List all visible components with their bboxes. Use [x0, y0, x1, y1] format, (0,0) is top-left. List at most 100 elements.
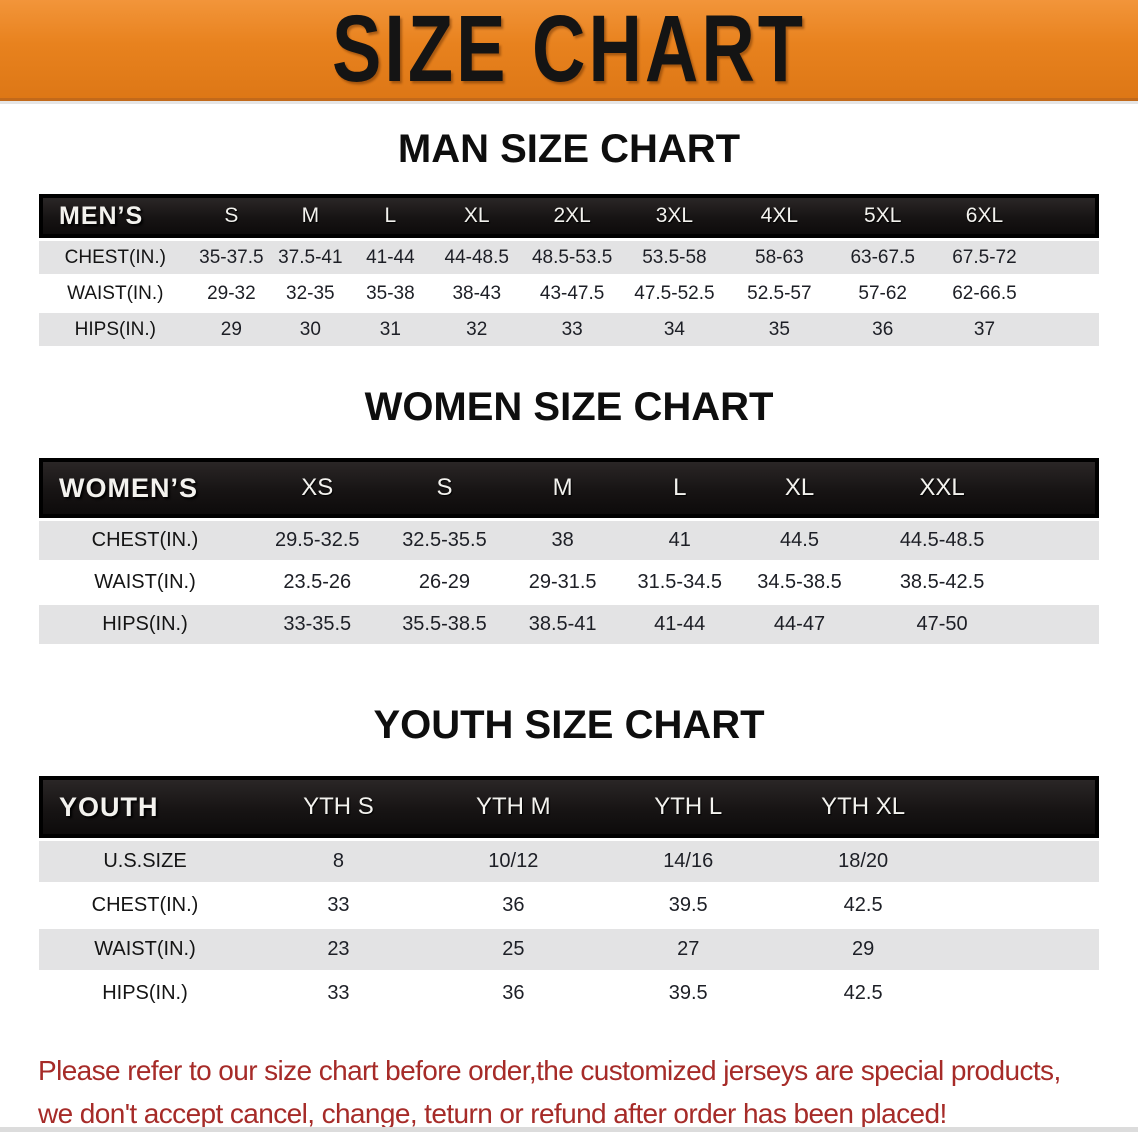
- measurement-value: 25: [425, 929, 601, 970]
- size-column-header: S: [191, 194, 272, 238]
- man-size-chart-title: MAN SIZE CHART: [397, 127, 741, 171]
- measurement-value: 52.5-57: [726, 277, 832, 310]
- size-column-header: 5XL: [831, 194, 934, 238]
- measurement-value: 35-38: [349, 277, 432, 310]
- row-filler-cell: [1035, 241, 1099, 274]
- measurement-value: 27: [600, 929, 776, 970]
- measurement-value: 47.5-52.5: [621, 277, 727, 310]
- table-row: HIPS(IN.) 33-35.5 35.5-38.5 38.5-41 41-44 44-…: [39, 605, 1099, 644]
- measurement-value: 35.5-38.5: [383, 605, 506, 644]
- bottom-edge-strip: [0, 1127, 1138, 1132]
- women-header-row: WOMEN’S XS S M L XL XXL: [39, 458, 1099, 518]
- youth-size-table: YOUTH YTH S YTH M YTH L YTH XL U.S.SIZE 8 10/12…: [39, 773, 1099, 1017]
- row-filler-cell: [1024, 521, 1099, 560]
- size-column-header: M: [271, 194, 350, 238]
- measurement-value: 42.5: [775, 973, 951, 1014]
- measurement-value: 42.5: [775, 885, 951, 926]
- measurement-value: 47-50: [859, 605, 1025, 644]
- measurement-value: 29: [191, 313, 272, 346]
- row-filler-cell: [1035, 277, 1099, 310]
- measurement-value: 44-48.5: [431, 241, 523, 274]
- measurement-value: 48.5-53.5: [522, 241, 622, 274]
- size-column-header: YTH M: [425, 776, 601, 838]
- men-size-table: MEN’S S M L XL 2XL 3XL 4XL 5XL 6XL CHEST(IN.) 35-37…: [39, 191, 1099, 349]
- size-column-header: 6XL: [933, 194, 1036, 238]
- banner-title: SIZE CHART: [332, 0, 806, 101]
- measurement-value: 38-43: [431, 277, 523, 310]
- size-column-header: XL: [739, 458, 860, 518]
- measurement-value: 29.5-32.5: [251, 521, 384, 560]
- women-size-table: WOMEN’S XS S M L XL XXL CHEST(IN.) 29.5-32.5 32.5…: [39, 455, 1099, 647]
- measurement-value: 44.5: [739, 521, 860, 560]
- women-size-chart-title: WOMEN SIZE CHART: [364, 385, 774, 429]
- measurement-value: 58-63: [726, 241, 832, 274]
- size-column-header: S: [383, 458, 506, 518]
- measurement-value: 33: [522, 313, 622, 346]
- measurement-value: 39.5: [600, 885, 776, 926]
- measurement-value: 36: [425, 973, 601, 1014]
- measurement-value: 44-47: [739, 605, 860, 644]
- measurement-value: 34: [621, 313, 727, 346]
- measurement-value: 18/20: [775, 841, 951, 882]
- men-header-row: MEN’S S M L XL 2XL 3XL 4XL 5XL 6XL: [39, 194, 1099, 238]
- size-column-header: XL: [431, 194, 523, 238]
- row-filler-cell: [1024, 563, 1099, 602]
- measurement-label: HIPS(IN.): [39, 973, 251, 1014]
- measurement-value: 35: [726, 313, 832, 346]
- measurement-value: 37.5-41: [271, 241, 350, 274]
- measurement-value: 26-29: [383, 563, 506, 602]
- youth-size-chart-section: YOUTH SIZE CHART YOUTH YTH S YTH M YTH L YTH…: [0, 703, 1138, 1017]
- measurement-value: 53.5-58: [621, 241, 727, 274]
- size-column-header: 3XL: [621, 194, 727, 238]
- measurement-value: 33: [251, 973, 426, 1014]
- table-row: HIPS(IN.) 33 36 39.5 42.5: [39, 973, 1099, 1014]
- size-column-header: 2XL: [522, 194, 622, 238]
- measurement-value: 37: [933, 313, 1036, 346]
- table-row: CHEST(IN.) 35-37.5 37.5-41 41-44 44-48.5 48.5…: [39, 241, 1099, 274]
- measurement-label: WAIST(IN.): [39, 277, 192, 310]
- measurement-value: 8: [251, 841, 426, 882]
- measurement-value: 41: [619, 521, 740, 560]
- measurement-value: 39.5: [600, 973, 776, 1014]
- measurement-value: 33: [251, 885, 426, 926]
- row-filler-cell: [950, 885, 1099, 926]
- disclaimer-line-2: we don't accept cancel, change, teturn o…: [38, 1098, 947, 1130]
- measurement-value: 30: [271, 313, 350, 346]
- measurement-value: 23.5-26: [251, 563, 384, 602]
- group-label: YOUTH: [39, 776, 251, 838]
- measurement-value: 43-47.5: [522, 277, 622, 310]
- table-row: WAIST(IN.) 29-32 32-35 35-38 38-43 43-47.5 47.…: [39, 277, 1099, 310]
- measurement-value: 41-44: [619, 605, 740, 644]
- size-chart-banner: SIZE CHART: [0, 0, 1138, 101]
- size-column-header: XS: [251, 458, 384, 518]
- row-filler-cell: [950, 929, 1099, 970]
- measurement-value: 41-44: [349, 241, 432, 274]
- header-filler-cell: [1024, 458, 1099, 518]
- measurement-label: CHEST(IN.): [39, 241, 192, 274]
- size-column-header: YTH S: [251, 776, 426, 838]
- measurement-label: CHEST(IN.): [39, 521, 251, 560]
- measurement-value: 31.5-34.5: [619, 563, 740, 602]
- table-row: WAIST(IN.) 23 25 27 29: [39, 929, 1099, 970]
- measurement-label: WAIST(IN.): [39, 563, 251, 602]
- measurement-value: 32-35: [271, 277, 350, 310]
- measurement-value: 29: [775, 929, 951, 970]
- measurement-value: 31: [349, 313, 432, 346]
- women-size-chart-section: WOMEN SIZE CHART WOMEN’S XS S M L XL XXL CHEST(…: [0, 385, 1138, 647]
- measurement-value: 10/12: [425, 841, 601, 882]
- size-column-header: YTH XL: [775, 776, 951, 838]
- table-row: HIPS(IN.) 29 30 31 32 33 34 35 36 37: [39, 313, 1099, 346]
- measurement-value: 14/16: [600, 841, 776, 882]
- disclaimer-note: Please refer to our size chart before or…: [38, 1049, 1100, 1132]
- size-column-header: L: [349, 194, 432, 238]
- measurement-value: 35-37.5: [191, 241, 272, 274]
- row-filler-cell: [950, 973, 1099, 1014]
- table-row: WAIST(IN.) 23.5-26 26-29 29-31.5 31.5-34.5 34…: [39, 563, 1099, 602]
- measurement-value: 36: [831, 313, 934, 346]
- table-row: CHEST(IN.) 33 36 39.5 42.5: [39, 885, 1099, 926]
- row-filler-cell: [1024, 605, 1099, 644]
- measurement-label: HIPS(IN.): [39, 313, 192, 346]
- header-filler-cell: [950, 776, 1099, 838]
- group-label: MEN’S: [39, 194, 192, 238]
- measurement-value: 33-35.5: [251, 605, 384, 644]
